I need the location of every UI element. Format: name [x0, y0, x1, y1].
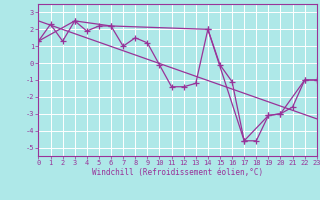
X-axis label: Windchill (Refroidissement éolien,°C): Windchill (Refroidissement éolien,°C): [92, 168, 263, 177]
